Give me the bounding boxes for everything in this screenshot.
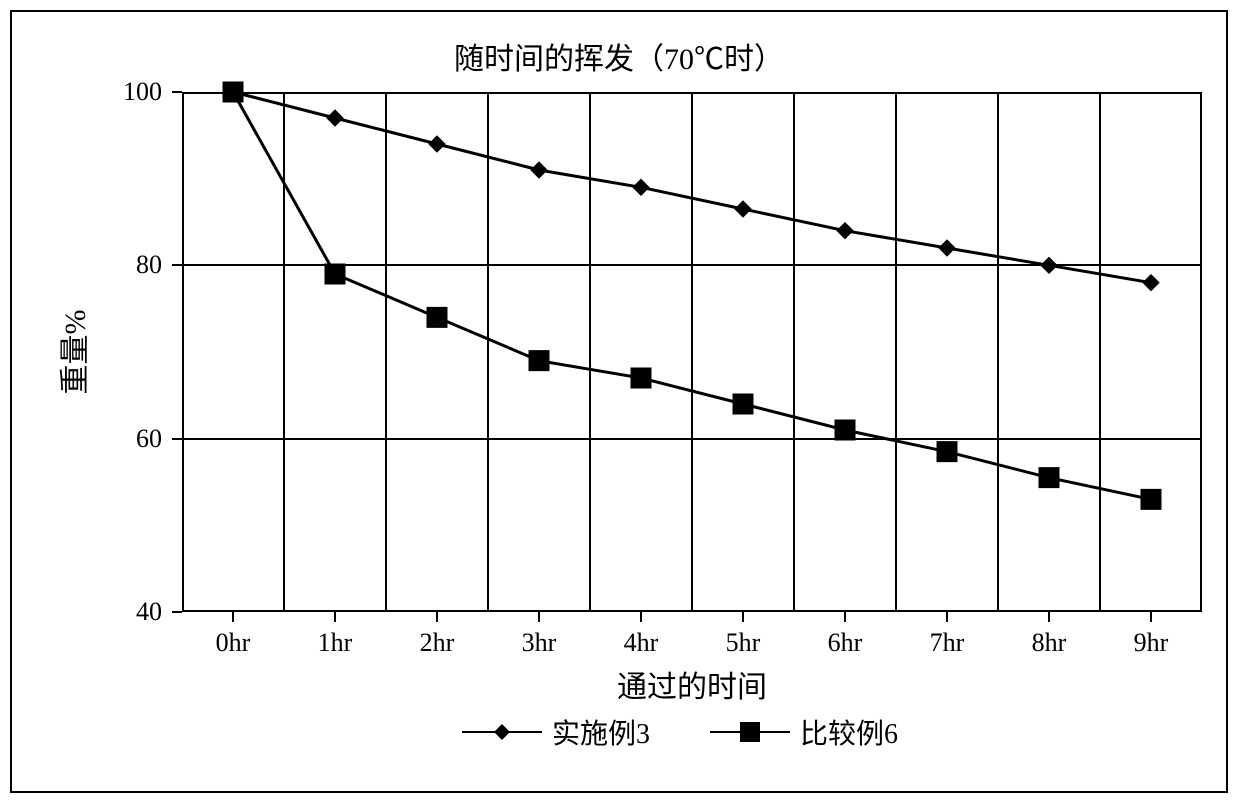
y-axis-title: 重量% <box>50 310 94 395</box>
series-marker-1 <box>835 420 855 440</box>
legend-swatch <box>462 720 542 744</box>
series-marker-1 <box>733 394 753 414</box>
legend-label: 实施例3 <box>552 712 650 752</box>
series-line-1 <box>233 92 1151 499</box>
legend: 实施例3 比较例6 <box>462 712 898 752</box>
series-marker-0 <box>633 179 649 195</box>
series-marker-1 <box>631 368 651 388</box>
series-marker-0 <box>531 162 547 178</box>
series-marker-0 <box>429 136 445 152</box>
series-marker-1 <box>1141 489 1161 509</box>
legend-item-1: 比较例6 <box>710 712 898 752</box>
x-axis-title: 通过的时间 <box>617 662 767 706</box>
series-marker-0 <box>327 110 343 126</box>
series-marker-1 <box>223 82 243 102</box>
series-marker-0 <box>837 223 853 239</box>
series-marker-0 <box>735 201 751 217</box>
series-marker-1 <box>937 442 957 462</box>
legend-item-0: 实施例3 <box>462 712 650 752</box>
series-line-0 <box>233 92 1151 283</box>
series-marker-0 <box>1143 275 1159 291</box>
series-marker-1 <box>529 351 549 371</box>
square-icon <box>710 720 790 744</box>
chart-frame: 随时间的挥发（70℃时） 0hr1hr2hr3hr4hr5hr6hr7hr8hr… <box>10 10 1228 793</box>
series-marker-1 <box>1039 468 1059 488</box>
series-marker-1 <box>325 264 345 284</box>
series-marker-0 <box>1041 257 1057 273</box>
series-marker-1 <box>427 307 447 327</box>
legend-label: 比较例6 <box>800 712 898 752</box>
series-marker-0 <box>939 240 955 256</box>
diamond-icon <box>462 720 542 744</box>
legend-swatch <box>710 720 790 744</box>
